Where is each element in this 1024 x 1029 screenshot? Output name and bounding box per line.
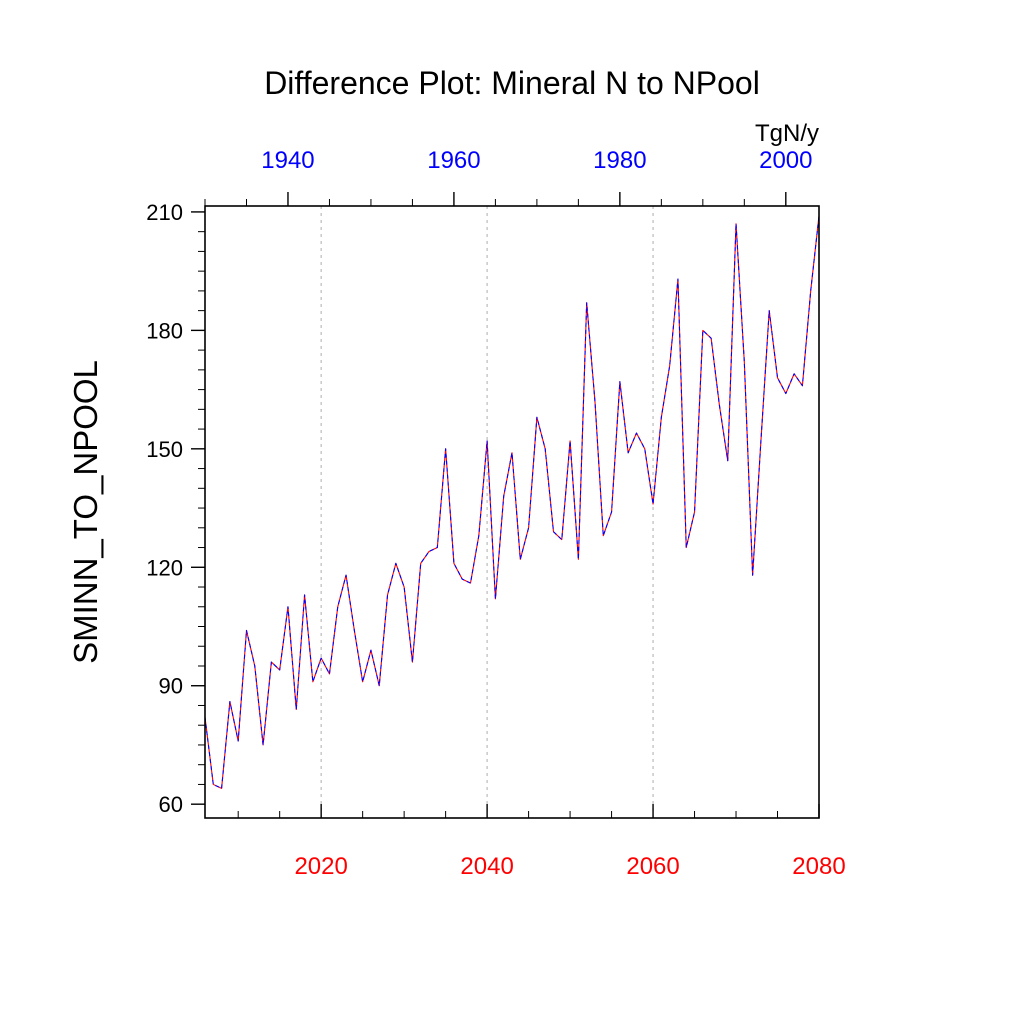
top-tick-label: 2000 xyxy=(759,147,812,174)
series-line-historical xyxy=(204,215,820,789)
bottom-tick-label: 2040 xyxy=(460,853,513,880)
bottom-tick-label: 2020 xyxy=(294,853,347,880)
series-line-future xyxy=(204,215,820,789)
top-tick-label: 1980 xyxy=(593,147,646,174)
y-tick-label: 90 xyxy=(159,674,183,699)
units-label: TgN/y xyxy=(755,120,819,147)
grid-layer xyxy=(320,206,654,818)
plot-frame xyxy=(204,205,820,819)
top-tick-label: 1960 xyxy=(427,147,480,174)
axis-layer: 60 90 120 150 180 210 2020 2040 2060 2080 1940 1960… xyxy=(146,147,845,880)
y-tick-label: 210 xyxy=(146,200,183,225)
y-tick-label: 60 xyxy=(159,792,183,817)
top-tick-label: 1940 xyxy=(261,147,314,174)
y-tick-label: 150 xyxy=(146,437,183,462)
bottom-tick-label: 2060 xyxy=(626,853,679,880)
y-axis-label: SMINN_TO_NPOOL xyxy=(67,360,104,664)
chart-title: Difference Plot: Mineral N to NPool xyxy=(264,65,760,101)
y-tick-label: 120 xyxy=(146,555,183,580)
y-tick-label: 180 xyxy=(146,318,183,343)
bottom-tick-label: 2080 xyxy=(792,853,845,880)
series-layer xyxy=(204,215,820,789)
